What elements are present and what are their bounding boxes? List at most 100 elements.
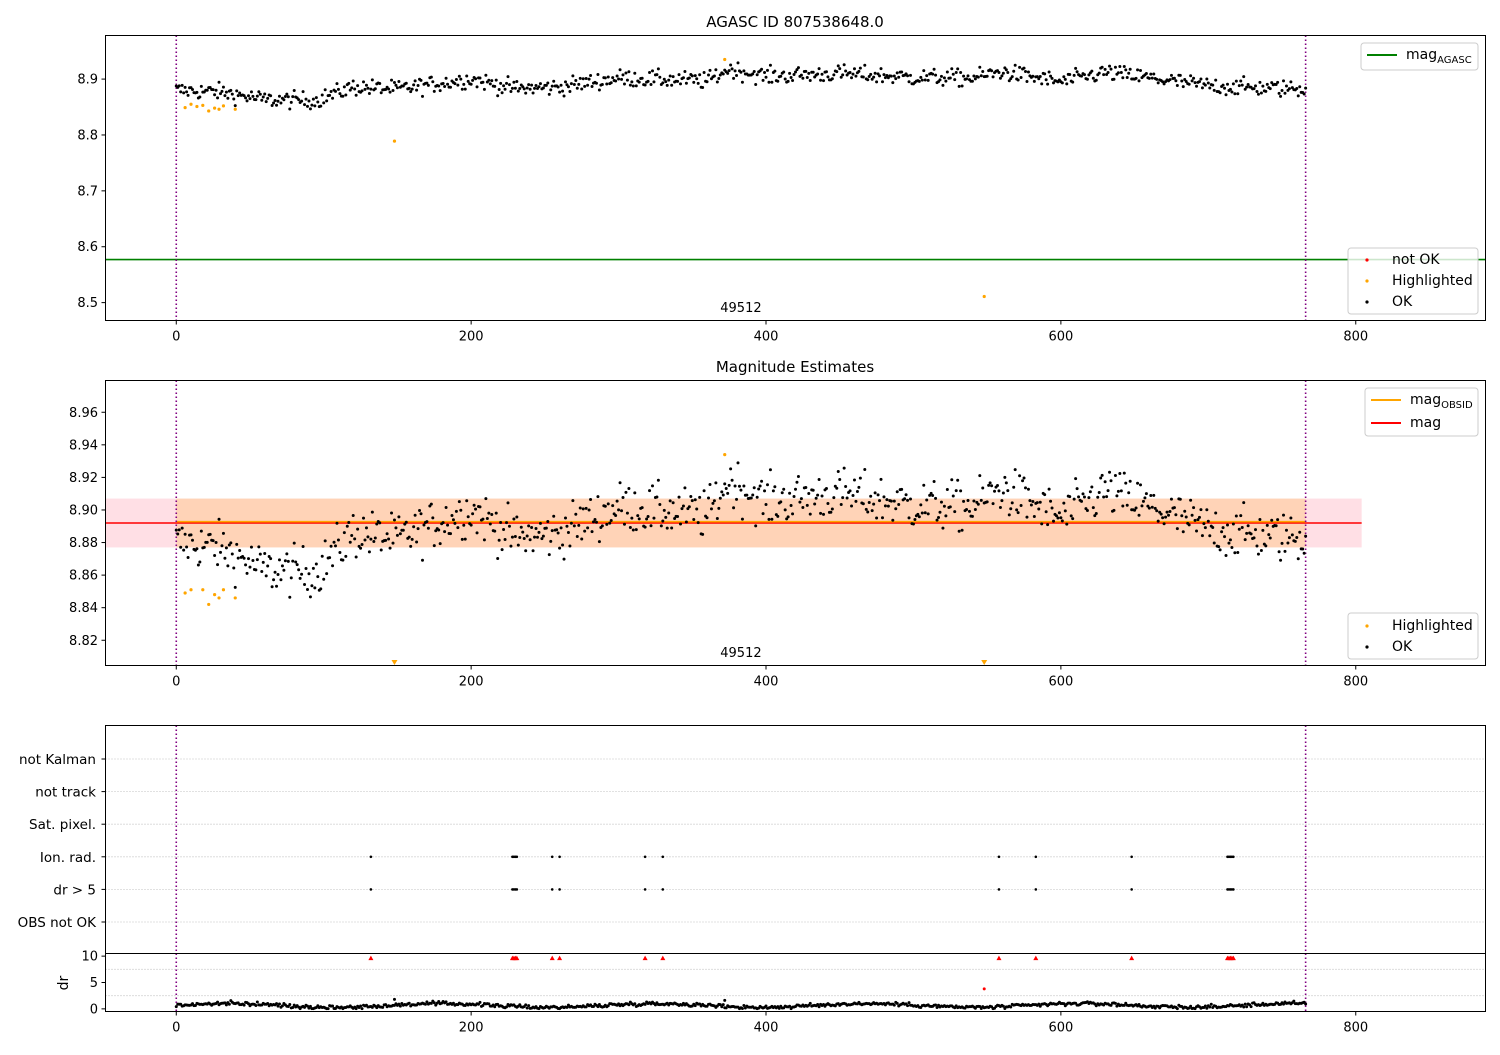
ok-point bbox=[679, 82, 682, 86]
ok-point bbox=[656, 67, 660, 71]
ok-point bbox=[277, 94, 281, 98]
dr-point bbox=[288, 1003, 292, 1007]
ok-point bbox=[1259, 91, 1263, 95]
ok-point bbox=[415, 540, 419, 544]
ok-point bbox=[1254, 528, 1257, 532]
ok-point bbox=[885, 74, 889, 78]
ok-point bbox=[693, 498, 697, 502]
ok-point bbox=[799, 497, 803, 501]
ok-point bbox=[375, 522, 379, 526]
ok-point bbox=[909, 73, 912, 77]
ok-point bbox=[1264, 544, 1268, 548]
ok-point bbox=[303, 103, 307, 107]
legend-highlighted-swatch bbox=[1365, 279, 1369, 283]
ok-point bbox=[516, 543, 520, 547]
ok-point bbox=[1189, 74, 1193, 78]
ok-point bbox=[695, 507, 699, 511]
ok-point bbox=[1298, 85, 1302, 89]
highlighted-point bbox=[207, 109, 211, 113]
ok-point bbox=[932, 479, 936, 483]
panel-magnitude-estimates-title: Magnitude Estimates bbox=[716, 358, 874, 376]
ok-point bbox=[919, 503, 923, 507]
y-tick-label: 8.9 bbox=[77, 73, 98, 88]
ok-point bbox=[1258, 80, 1262, 84]
panel-agasc-legend-points-frame bbox=[1347, 247, 1479, 315]
ok-point bbox=[247, 557, 251, 561]
ok-point bbox=[953, 510, 957, 514]
ok-point bbox=[957, 84, 961, 88]
ok-point bbox=[844, 69, 848, 73]
ok-point bbox=[558, 546, 562, 550]
ok-point bbox=[735, 73, 739, 77]
ok-point bbox=[729, 63, 733, 67]
ok-point bbox=[648, 489, 652, 493]
ok-point bbox=[836, 64, 840, 68]
ok-point bbox=[341, 94, 345, 98]
ok-point bbox=[782, 70, 786, 74]
ok-point bbox=[627, 70, 631, 74]
ok-point bbox=[503, 87, 507, 91]
ok-point bbox=[513, 535, 517, 539]
ok-point bbox=[509, 89, 513, 93]
ok-point bbox=[1044, 78, 1048, 82]
ok-point bbox=[441, 81, 445, 85]
ok-point bbox=[1221, 83, 1225, 87]
highlighted-point bbox=[221, 588, 226, 592]
ok-point bbox=[530, 83, 534, 87]
ok-point bbox=[497, 87, 501, 91]
ok-point bbox=[286, 95, 290, 99]
ok-point bbox=[1258, 517, 1262, 521]
ok-point bbox=[796, 66, 800, 70]
ok-point bbox=[289, 100, 293, 104]
dr-point bbox=[354, 1007, 358, 1011]
ok-point bbox=[962, 499, 966, 503]
ok-point bbox=[1234, 514, 1238, 518]
dr-point bbox=[429, 1001, 433, 1005]
ok-point bbox=[656, 478, 660, 482]
ok-point bbox=[742, 484, 746, 488]
ok-point bbox=[670, 526, 674, 530]
ok-point bbox=[238, 549, 242, 553]
ok-point bbox=[668, 74, 672, 78]
ok-point bbox=[655, 73, 659, 77]
ok-point bbox=[782, 487, 786, 491]
ok-point bbox=[363, 87, 367, 91]
ok-point bbox=[1088, 490, 1092, 494]
ok-point bbox=[1032, 515, 1036, 519]
ok-point bbox=[1206, 519, 1210, 523]
ok-point bbox=[569, 521, 573, 525]
ok-point bbox=[973, 507, 977, 511]
ok-point bbox=[1255, 544, 1259, 548]
ok-point bbox=[873, 71, 877, 75]
ok-point bbox=[541, 534, 545, 538]
ok-point bbox=[906, 498, 910, 502]
ok-point bbox=[683, 486, 687, 490]
ok-point bbox=[1265, 523, 1269, 527]
ok-point bbox=[1009, 507, 1013, 511]
ok-point bbox=[1301, 547, 1305, 551]
ok-point bbox=[297, 568, 301, 572]
ok-point bbox=[956, 478, 960, 482]
ok-point bbox=[1094, 78, 1098, 82]
ok-point bbox=[275, 584, 279, 588]
dr-point bbox=[291, 1005, 295, 1009]
ok-point bbox=[531, 549, 535, 553]
ok-point bbox=[637, 517, 641, 521]
ok-point bbox=[310, 103, 314, 107]
ok-point bbox=[900, 70, 904, 74]
ok-point bbox=[221, 85, 225, 89]
ok-point bbox=[575, 86, 579, 90]
ok-point bbox=[1035, 501, 1039, 505]
ok-point bbox=[571, 74, 575, 78]
ok-point bbox=[1162, 82, 1166, 86]
ok-point bbox=[592, 520, 596, 524]
ok-point bbox=[226, 564, 230, 568]
ok-point bbox=[1119, 71, 1123, 75]
ok-point bbox=[954, 489, 958, 493]
ok-point bbox=[640, 76, 644, 80]
ok-point bbox=[755, 73, 759, 77]
ok-point bbox=[224, 546, 228, 550]
ok-point bbox=[1100, 473, 1104, 477]
ok-point bbox=[1010, 75, 1014, 79]
